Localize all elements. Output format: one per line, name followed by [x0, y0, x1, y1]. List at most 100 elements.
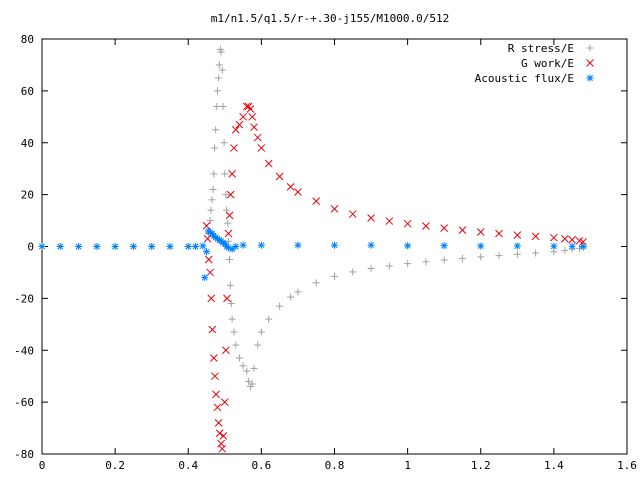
data-point: [257, 241, 265, 249]
data-point: [220, 398, 229, 406]
data-point: [129, 243, 137, 250]
data-point: [217, 48, 225, 56]
data-point: [56, 243, 64, 250]
data-point: [218, 444, 227, 453]
data-point: [579, 243, 587, 250]
data-point: [286, 182, 295, 191]
data-point: [550, 233, 558, 242]
data-point: [206, 217, 214, 225]
x-tick-label: 0.6: [251, 459, 271, 472]
axis-ticks: [41, 38, 628, 455]
data-point: [250, 123, 258, 132]
data-point: [219, 102, 227, 110]
data-point: [210, 170, 218, 178]
data-point: [440, 224, 449, 232]
data-point: [312, 197, 321, 205]
data-point: [203, 234, 212, 243]
data-point: [203, 248, 211, 256]
data-point: [148, 243, 156, 250]
x-tick-labels: 0 0.2 0.4 0.6 0.8 1 1.2 1.4 1.6: [39, 459, 637, 472]
data-point: [248, 380, 256, 388]
y-tick-labels: 80 60 40 20 0 -20 -40 -60 -80: [14, 33, 34, 461]
data-point: [232, 341, 240, 349]
data-point: [477, 253, 485, 261]
legend-marker: [586, 59, 594, 67]
data-point: [404, 242, 412, 250]
data-point: [221, 170, 229, 178]
data-point: [38, 243, 46, 250]
data-point: [199, 242, 207, 250]
y-tick-label: -40: [14, 344, 34, 357]
data-point: [495, 252, 503, 260]
data-point: [111, 243, 119, 250]
data-point: [212, 126, 220, 134]
data-point: [331, 272, 338, 280]
data-point: [204, 255, 213, 264]
data-point: [213, 403, 222, 412]
data-point: [213, 102, 221, 110]
data-point: [235, 120, 244, 129]
data-point: [222, 191, 230, 199]
legend: R stress/E G work/E Acoustic flux/E: [475, 42, 594, 85]
x-tick-label: 1.4: [544, 459, 564, 472]
data-point: [75, 243, 83, 250]
data-point: [224, 219, 232, 227]
data-point: [348, 210, 357, 218]
x-tick-label: 0: [39, 459, 46, 472]
data-point: [226, 190, 235, 199]
data-point: [385, 217, 394, 225]
x-tick-label: 1: [404, 459, 411, 472]
data-point: [440, 256, 448, 264]
data-point: [367, 265, 375, 273]
series-1: [202, 102, 587, 453]
data-point: [228, 315, 236, 323]
y-tick-label: 20: [21, 189, 34, 202]
legend-marker: [586, 74, 594, 82]
y-tick-label: -60: [14, 396, 34, 409]
legend-marker: [586, 44, 594, 52]
data-point: [568, 242, 576, 250]
data-point: [239, 362, 247, 370]
data-point: [403, 219, 412, 228]
data-point: [93, 243, 101, 250]
data-point: [218, 66, 226, 74]
data-point: [385, 262, 393, 270]
data-point: [209, 185, 217, 193]
y-tick-label: 40: [21, 137, 34, 150]
data-point: [253, 133, 262, 142]
data-point: [225, 211, 234, 220]
data-point: [211, 372, 219, 381]
data-point: [207, 294, 216, 303]
data-point: [228, 170, 236, 178]
chart-title: m1/n1.5/q1.5/r-+.30-j155/M1000.0/512: [211, 12, 449, 25]
data-point: [250, 364, 258, 372]
data-point: [294, 288, 302, 296]
data-point: [531, 232, 540, 241]
data-point: [513, 250, 521, 258]
data-point: [235, 354, 243, 362]
data-point: [239, 241, 247, 249]
data-point: [246, 105, 255, 113]
y-tick-label: -80: [14, 448, 34, 461]
x-tick-label: 0.2: [105, 459, 125, 472]
data-point: [495, 229, 503, 238]
data-point: [367, 214, 375, 222]
data-point: [294, 188, 302, 196]
data-point: [231, 125, 240, 134]
data-point: [275, 172, 284, 181]
data-point: [215, 61, 223, 69]
data-point: [248, 112, 257, 121]
data-point: [223, 294, 231, 303]
x-tick-label: 1.2: [471, 459, 491, 472]
data-point: [226, 255, 234, 263]
data-point: [422, 258, 430, 266]
y-tick-label: 60: [21, 85, 34, 98]
series-0: [203, 45, 587, 391]
legend-label: Acoustic flux/E: [475, 72, 574, 85]
data-point: [222, 346, 230, 355]
data-point: [294, 241, 302, 249]
data-point: [201, 274, 209, 282]
data-point: [202, 221, 211, 230]
data-point: [367, 241, 375, 249]
